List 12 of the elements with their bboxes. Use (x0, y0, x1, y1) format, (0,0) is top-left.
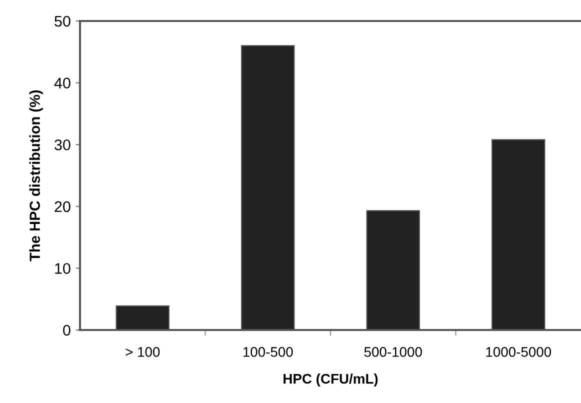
x-tick-label: > 100 (126, 347, 160, 357)
y-tick-label: 50 (54, 16, 70, 27)
x-tick-label: 1000-5000 (486, 347, 552, 357)
y-axis-title: The HPC distribution (%) (29, 90, 43, 262)
y-tick-label: 0 (63, 324, 70, 336)
y-tick-label: 20 (54, 201, 70, 212)
x-tick-label: 500-1000 (364, 347, 422, 357)
y-tick-label: 10 (55, 263, 70, 274)
x-tick-label: 100-500 (243, 347, 293, 357)
y-tick-label: 30 (54, 139, 70, 150)
y-tick-label: 40 (54, 78, 70, 88)
x-axis-title: HPC (CFU/mL) (284, 374, 378, 386)
